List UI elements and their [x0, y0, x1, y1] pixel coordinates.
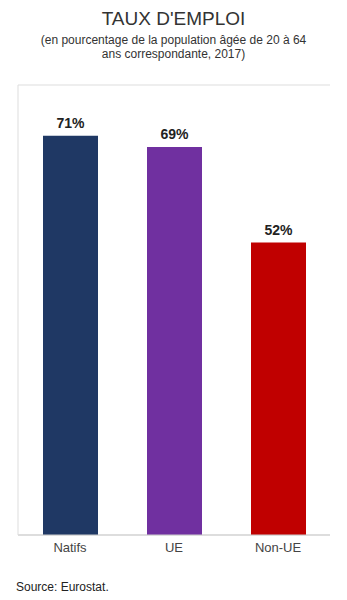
svg-text:52%: 52% — [264, 222, 293, 238]
svg-text:Natifs: Natifs — [53, 540, 87, 555]
svg-text:UE: UE — [165, 540, 183, 555]
svg-text:Non-UE: Non-UE — [255, 540, 302, 555]
svg-text:71%: 71% — [56, 115, 85, 131]
html-text:(en pourcentage de la populati: (en pourcentage de la population âgée de… — [40, 33, 307, 61]
svg-text:69%: 69% — [160, 126, 189, 142]
html-text:Source: Eurostat.: Source: Eurostat. — [16, 580, 109, 594]
html-text:TAUX D'EMPLOI: TAUX D'EMPLOI — [101, 8, 246, 29]
